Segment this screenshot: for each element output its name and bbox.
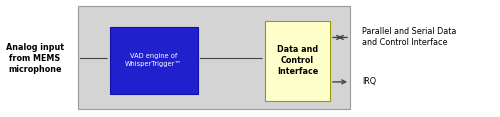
Text: IRQ: IRQ [362,77,376,86]
Text: VAD engine of
WhisperTrigger™: VAD engine of WhisperTrigger™ [125,53,182,67]
Bar [265,21,330,101]
Text: Data and
Control
Interface: Data and Control Interface [277,45,318,76]
Bar [78,6,350,109]
Text: Parallel and Serial Data
and Control Interface: Parallel and Serial Data and Control Int… [362,27,457,48]
Bar [110,27,198,94]
Text: Analog input
from MEMS
microphone: Analog input from MEMS microphone [6,43,64,74]
